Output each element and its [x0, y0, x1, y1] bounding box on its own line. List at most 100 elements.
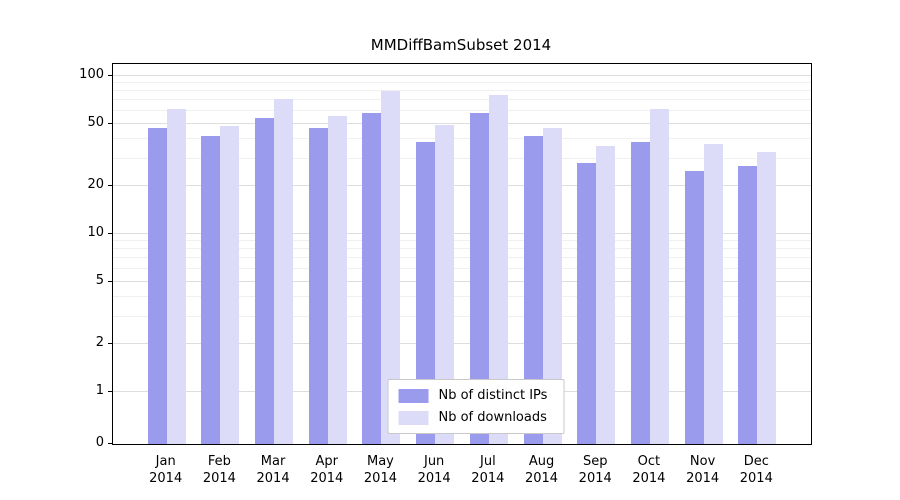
- bar-oct-downloads: [649, 108, 669, 444]
- gridline: [113, 82, 811, 84]
- x-tick-month: Sep: [582, 454, 608, 469]
- gridline: [113, 233, 811, 234]
- y-tick-mark: [108, 280, 112, 282]
- x-tick-label: Aug 2014: [515, 453, 569, 487]
- legend-item-downloads: Nb of downloads: [398, 410, 547, 425]
- bar-nov-downloads: [703, 144, 723, 444]
- bar-aug-downloads: [542, 127, 562, 444]
- bar-sep-downloads: [596, 146, 616, 444]
- x-tick-year: 2014: [524, 471, 559, 486]
- x-tick-label: Jul 2014: [461, 453, 515, 487]
- x-tick-label: Feb 2014: [193, 453, 247, 487]
- x-tick-month: Apr: [315, 454, 339, 469]
- x-tick-month: Dec: [743, 454, 769, 469]
- x-tick-label: Jan 2014: [139, 453, 193, 487]
- gridline: [113, 240, 811, 242]
- y-tick-label: 20: [87, 177, 104, 193]
- x-tick-label: Jun 2014: [407, 453, 461, 487]
- y-tick-label: 5: [95, 272, 104, 288]
- x-tick-year: 2014: [578, 471, 612, 486]
- y-tick-mark: [108, 443, 112, 444]
- legend-label-downloads: Nb of downloads: [438, 410, 547, 425]
- gridline: [113, 75, 811, 76]
- bar-nov-distinct-ips: [684, 171, 704, 444]
- gridline: [113, 280, 811, 282]
- x-tick-month: Oct: [637, 454, 661, 469]
- gridline: [113, 343, 811, 345]
- gridline: [113, 122, 811, 124]
- x-tick-label: Dec 2014: [729, 453, 783, 487]
- bar-apr-distinct-ips: [308, 127, 328, 444]
- bar-sep-distinct-ips: [577, 163, 597, 444]
- bar-may-distinct-ips: [362, 113, 382, 444]
- y-tick-mark: [108, 391, 112, 392]
- y-tick-mark: [108, 122, 112, 124]
- gridline: [113, 90, 811, 92]
- x-tick-month: Jun: [423, 454, 445, 469]
- bar-jul-distinct-ips: [469, 113, 489, 444]
- x-tick-year: 2014: [739, 471, 773, 486]
- x-tick-month: Nov: [689, 454, 716, 469]
- y-tick-label: 50: [87, 114, 104, 130]
- legend: Nb of distinct IPs Nb of downloads: [387, 379, 565, 434]
- bar-jan-distinct-ips: [147, 127, 167, 444]
- legend-swatch-distinct-ips: [398, 388, 429, 403]
- bar-apr-downloads: [327, 115, 347, 444]
- bar-mar-distinct-ips: [255, 118, 275, 444]
- x-tick-month: Feb: [207, 454, 231, 469]
- legend-swatch-downloads: [398, 410, 429, 425]
- bar-mar-downloads: [274, 98, 294, 444]
- y-tick-label: 0: [95, 435, 104, 450]
- legend-item-distinct-ips: Nb of distinct IPs: [398, 388, 547, 403]
- bar-feb-distinct-ips: [201, 135, 221, 444]
- x-tick-label: May 2014: [354, 453, 408, 487]
- y-tick-mark: [108, 75, 112, 76]
- gridline: [113, 295, 811, 297]
- x-tick-year: 2014: [417, 471, 451, 486]
- x-tick-year: 2014: [363, 471, 397, 486]
- x-tick-month: Jan: [155, 454, 176, 469]
- x-tick-year: 2014: [471, 471, 505, 486]
- y-tick-label: 10: [87, 225, 104, 240]
- bar-jun-distinct-ips: [416, 142, 436, 444]
- y-tick-label: 1: [95, 383, 104, 398]
- x-tick-label: Sep 2014: [568, 453, 622, 487]
- y-tick-mark: [108, 343, 112, 345]
- gridline: [113, 315, 811, 317]
- y-tick-mark: [108, 233, 112, 234]
- x-tick-label: Mar 2014: [246, 453, 300, 487]
- x-tick-month: Mar: [260, 454, 286, 469]
- bar-may-downloads: [381, 91, 401, 444]
- bar-oct-distinct-ips: [630, 142, 650, 444]
- x-tick-month: May: [367, 454, 394, 469]
- bar-jun-downloads: [435, 124, 455, 444]
- chart-title: MMDiffBamSubset 2014: [370, 36, 552, 54]
- x-tick-month: Jul: [480, 454, 496, 469]
- gridline: [113, 268, 811, 270]
- x-tick-year: 2014: [256, 471, 290, 486]
- plot-area: Nb of distinct IPs Nb of downloads: [112, 63, 812, 445]
- bar-aug-distinct-ips: [523, 135, 543, 444]
- gridline: [113, 185, 811, 187]
- x-tick-label: Oct 2014: [622, 453, 676, 487]
- gridline: [113, 248, 811, 250]
- x-tick-year: 2014: [149, 471, 183, 486]
- gridline: [113, 110, 811, 112]
- gridline: [113, 257, 811, 259]
- bar-dec-distinct-ips: [738, 165, 758, 444]
- y-tick-mark: [108, 185, 112, 187]
- gridline: [113, 99, 811, 101]
- bar-jan-downloads: [166, 108, 186, 444]
- x-tick-year: 2014: [202, 471, 236, 486]
- gridline: [113, 137, 811, 139]
- x-tick-label: Apr 2014: [300, 453, 354, 487]
- gridline: [113, 157, 811, 159]
- bar-dec-downloads: [757, 152, 777, 444]
- x-tick-year: 2014: [310, 471, 344, 486]
- x-tick-year: 2014: [686, 471, 720, 486]
- y-tick-label: 100: [79, 67, 104, 82]
- x-tick-year: 2014: [632, 471, 666, 486]
- legend-label-distinct-ips: Nb of distinct IPs: [438, 388, 548, 403]
- bars-layer: [113, 64, 811, 444]
